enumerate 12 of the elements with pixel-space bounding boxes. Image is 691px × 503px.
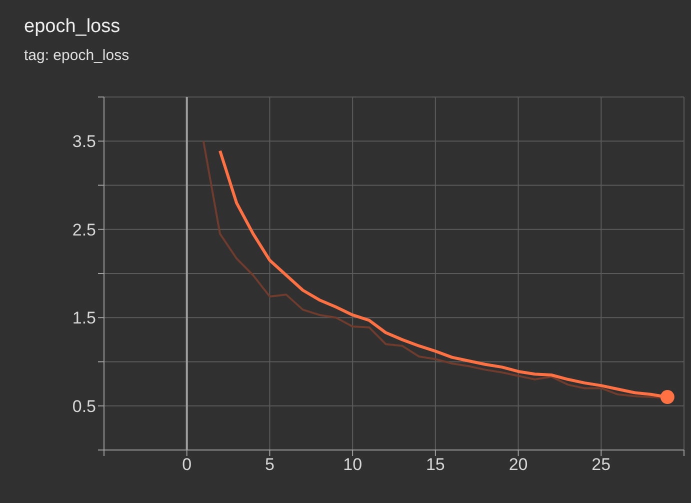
x-tick-label: 0 — [182, 455, 192, 474]
y-tick-label: 1.5 — [72, 308, 96, 328]
y-tick-label: 3.5 — [72, 132, 96, 152]
x-tick-label: 25 — [592, 455, 611, 474]
y-tick-label: 0.5 — [72, 396, 96, 416]
x-tick-label: 15 — [426, 455, 445, 474]
chart-subtitle: tag: epoch_loss — [24, 47, 130, 64]
x-tick-label: 20 — [508, 455, 528, 474]
x-tick-label: 5 — [264, 455, 274, 474]
chart-title: epoch_loss — [24, 16, 120, 38]
y-tick-label: 2.5 — [72, 220, 96, 240]
x-tick-label: 10 — [343, 455, 362, 474]
